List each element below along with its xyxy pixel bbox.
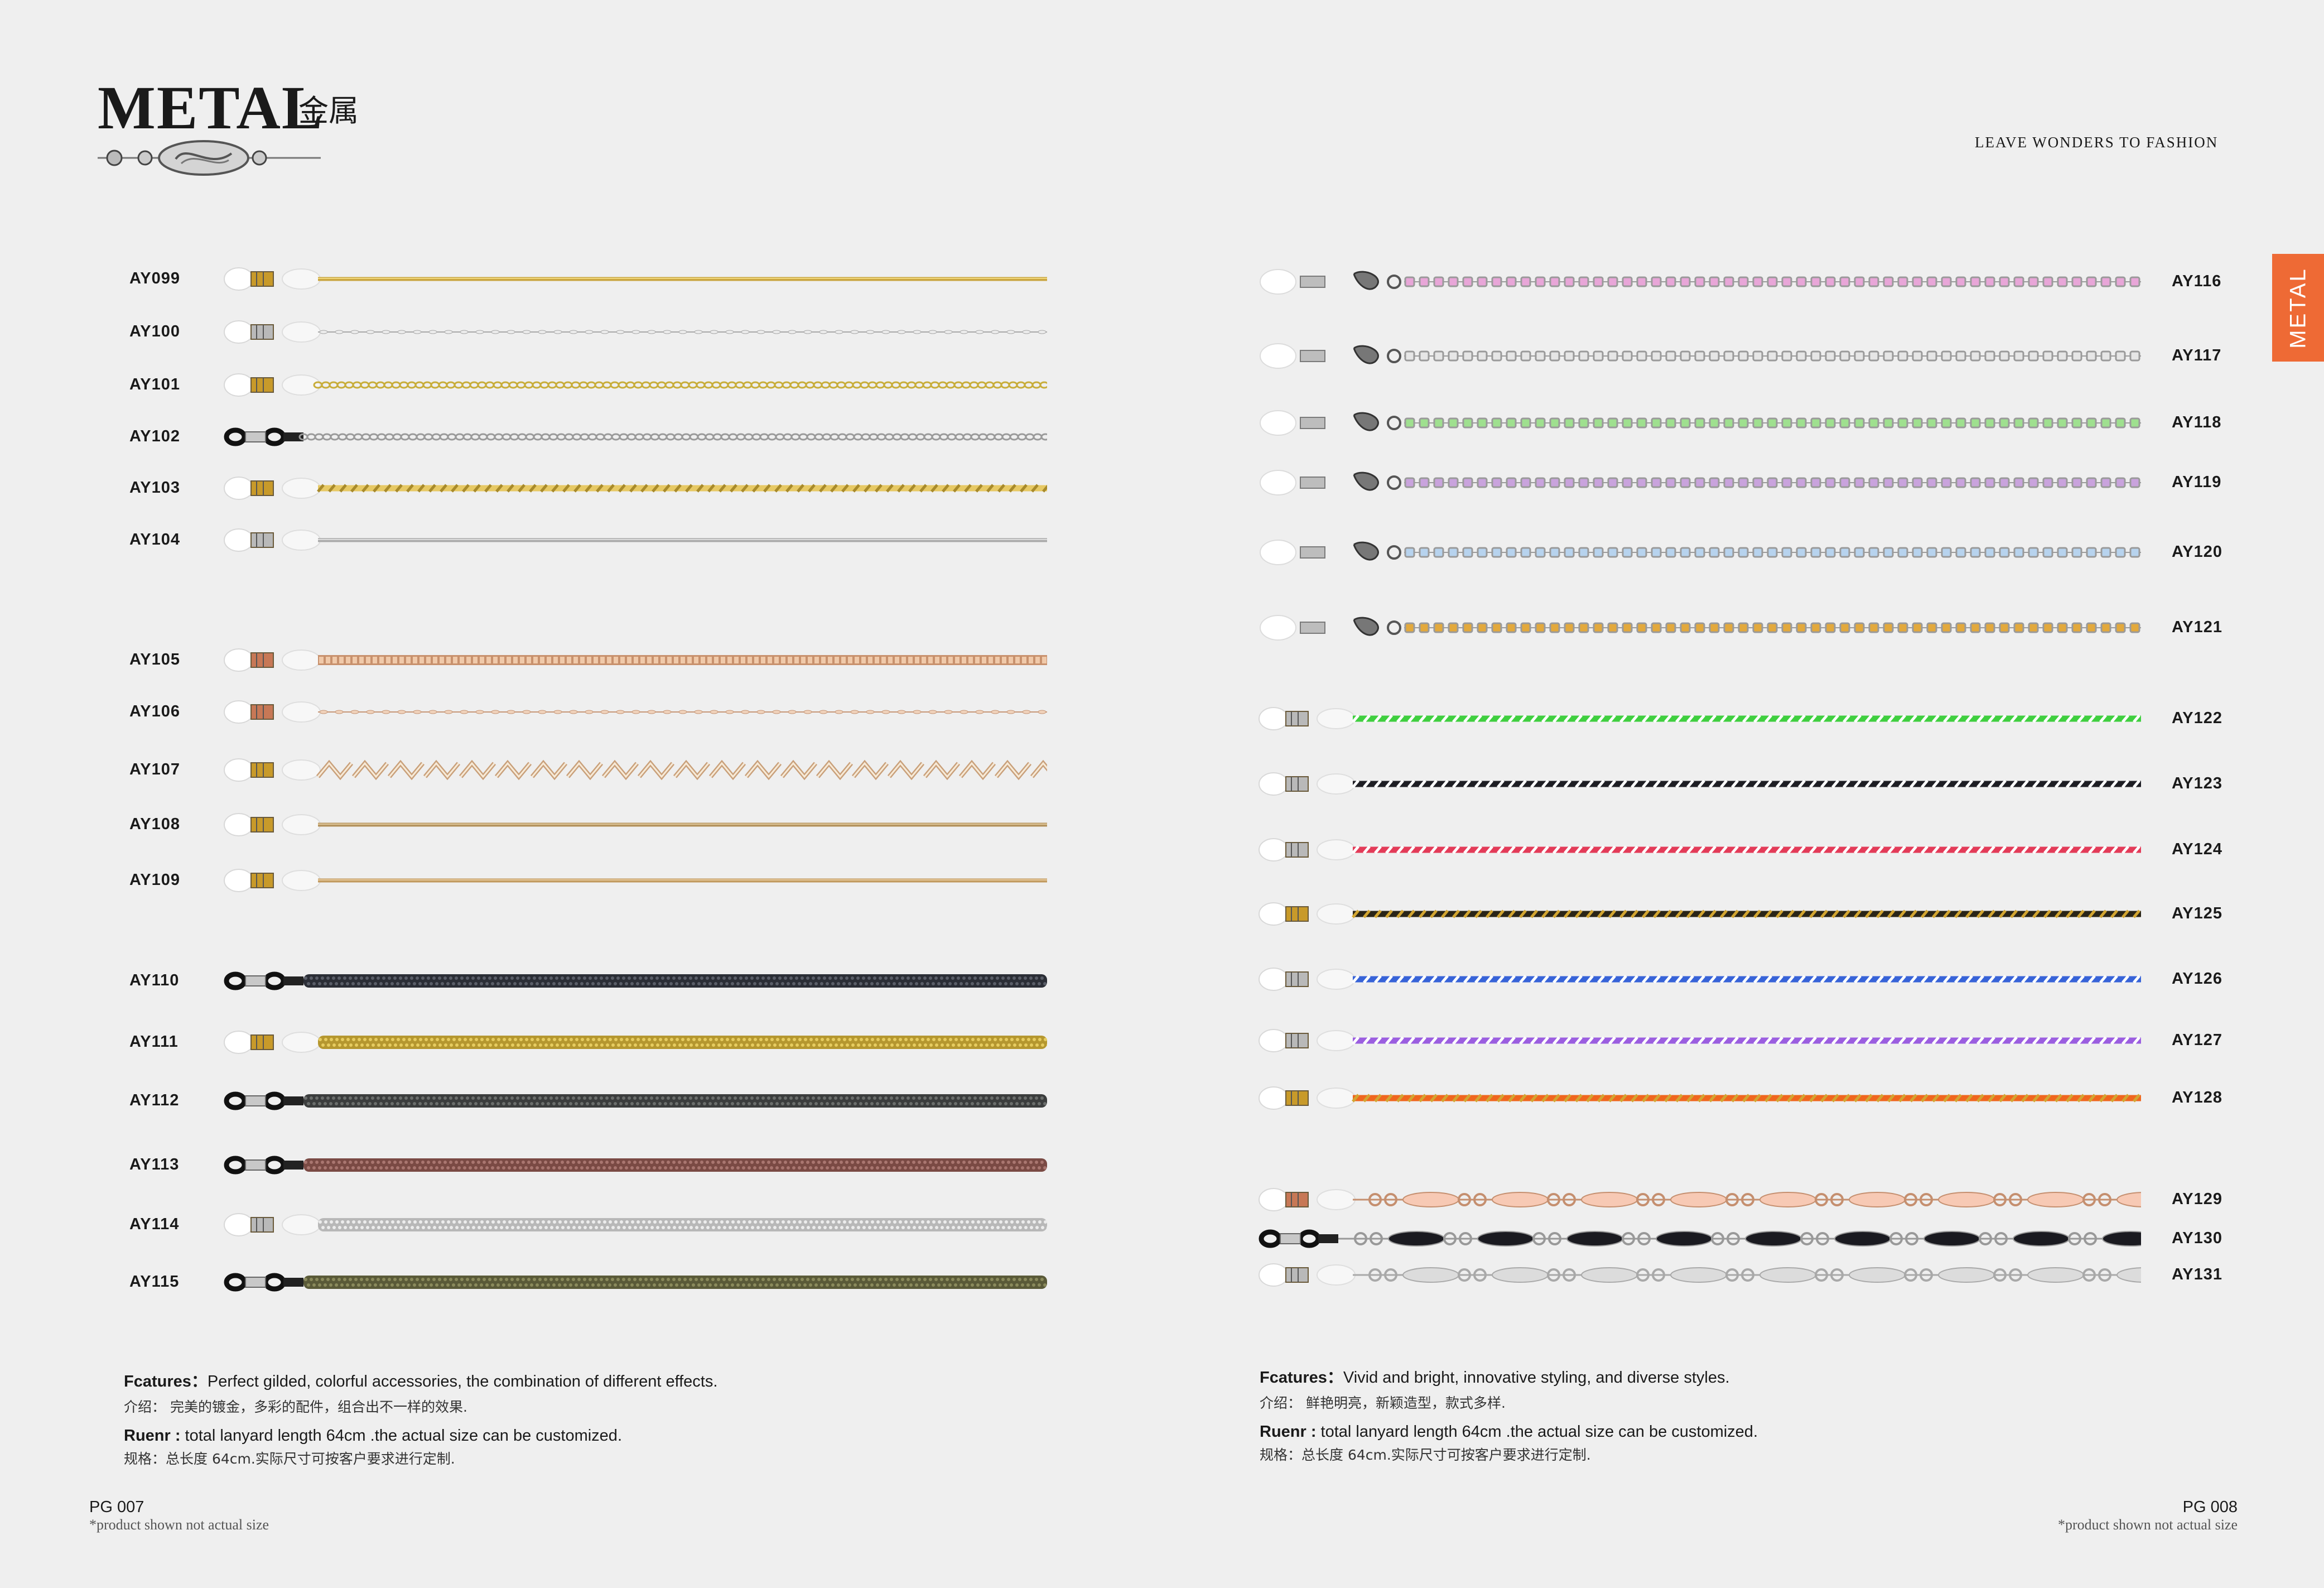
product-code: AY131 bbox=[2172, 1265, 2223, 1283]
lanyard-image bbox=[1259, 1188, 2141, 1211]
lanyard-image bbox=[224, 813, 1047, 836]
left-spec-label: Ruenr : bbox=[124, 1427, 181, 1445]
product-code: AY106 bbox=[129, 702, 181, 720]
lanyard-image bbox=[224, 427, 1047, 446]
product-code: AY108 bbox=[129, 815, 181, 833]
right-features: Fcatures：Vivid and bright, innovative st… bbox=[1260, 1364, 1730, 1388]
product-code: AY107 bbox=[129, 761, 181, 778]
lanyard-image bbox=[1260, 470, 2141, 495]
right-features-text: Vivid and bright, innovative styling, an… bbox=[1343, 1369, 1730, 1387]
lanyard-image bbox=[224, 1031, 1047, 1054]
product-code: AY117 bbox=[2172, 347, 2222, 364]
lanyard-image bbox=[1259, 902, 2141, 926]
lanyard-image bbox=[1259, 1086, 2141, 1110]
left-note: *product shown not actual size bbox=[89, 1517, 269, 1533]
left-page-number: PG 007 bbox=[89, 1498, 144, 1516]
side-tab-label: METAL bbox=[2286, 267, 2310, 349]
lanyard-image bbox=[1260, 343, 2141, 369]
product-code: AY118 bbox=[2172, 413, 2222, 431]
ornament-clasp-icon bbox=[98, 140, 321, 176]
lanyard-image bbox=[224, 267, 1047, 291]
lanyard-image bbox=[224, 648, 1047, 672]
product-code: AY116 bbox=[2172, 272, 2222, 290]
right-spec-cn: 规格：总长度 64cm.实际尺寸可按客户要求进行定制. bbox=[1260, 1447, 1591, 1463]
lanyard-image bbox=[1260, 615, 2141, 641]
lanyard-image bbox=[1259, 772, 2141, 796]
lanyard-image bbox=[1260, 410, 2141, 436]
lanyard-image bbox=[224, 700, 1047, 724]
left-features-label: Fcatures： bbox=[124, 1373, 208, 1390]
side-tab-metal[interactable]: METAL bbox=[2272, 254, 2324, 362]
right-spec-text: total lanyard length 64cm .the actual si… bbox=[1316, 1423, 1758, 1441]
product-code: AY104 bbox=[129, 531, 181, 548]
right-features-cn: 介绍： 鲜艳明亮，新颖造型，款式多样. bbox=[1260, 1395, 1506, 1411]
product-code: AY102 bbox=[129, 427, 181, 445]
lanyard-image bbox=[224, 320, 1047, 344]
product-code: AY099 bbox=[129, 270, 181, 287]
product-code: AY100 bbox=[129, 323, 181, 340]
lanyard-image bbox=[1259, 968, 2141, 991]
lanyard-image bbox=[1259, 838, 2141, 862]
lanyard-image bbox=[224, 971, 1047, 990]
right-features-label: Fcatures： bbox=[1260, 1369, 1343, 1387]
product-code: AY112 bbox=[129, 1091, 180, 1109]
product-code: AY120 bbox=[2172, 543, 2223, 561]
left-spec-cn: 规格：总长度 64cm.实际尺寸可按客户要求进行定制. bbox=[124, 1451, 455, 1467]
lanyard-image bbox=[224, 528, 1047, 552]
product-code: AY119 bbox=[2172, 473, 2222, 491]
product-code: AY126 bbox=[2172, 970, 2223, 988]
lanyard-image bbox=[224, 477, 1047, 500]
product-code: AY110 bbox=[129, 971, 180, 989]
left-spec-text: total lanyard length 64cm .the actual si… bbox=[180, 1427, 622, 1445]
product-code: AY114 bbox=[129, 1215, 180, 1233]
product-code: AY103 bbox=[129, 479, 181, 497]
lanyard-image bbox=[1260, 540, 2141, 565]
left-spec: Ruenr : total lanyard length 64cm .the a… bbox=[124, 1427, 622, 1445]
lanyard-image bbox=[224, 758, 1047, 782]
brand-title: METAL bbox=[98, 74, 324, 142]
right-note: *product shown not actual size bbox=[2057, 1517, 2238, 1533]
product-code: AY105 bbox=[129, 651, 181, 668]
lanyard-image bbox=[1260, 269, 2141, 295]
lanyard-image bbox=[224, 1156, 1047, 1175]
product-code: AY113 bbox=[129, 1156, 180, 1173]
product-code: AY101 bbox=[129, 376, 181, 393]
product-code: AY129 bbox=[2172, 1190, 2223, 1208]
left-features-text: Perfect gilded, colorful accessories, th… bbox=[207, 1373, 718, 1390]
lanyard-image bbox=[224, 1273, 1047, 1292]
product-code: AY130 bbox=[2172, 1229, 2223, 1247]
lanyard-image bbox=[1259, 1229, 2141, 1248]
lanyard-image bbox=[224, 869, 1047, 892]
lanyard-image bbox=[224, 1213, 1047, 1236]
lanyard-image bbox=[224, 373, 1047, 397]
product-code: AY122 bbox=[2172, 709, 2223, 727]
tagline: LEAVE WONDERS TO FASHION bbox=[1975, 134, 2219, 151]
product-code: AY124 bbox=[2172, 840, 2223, 858]
lanyard-image bbox=[1259, 1029, 2141, 1052]
right-spec-label: Ruenr : bbox=[1260, 1423, 1317, 1441]
lanyard-image bbox=[1259, 707, 2141, 730]
lanyard-image bbox=[1259, 1263, 2141, 1287]
product-code: AY123 bbox=[2172, 774, 2223, 792]
right-spec: Ruenr : total lanyard length 64cm .the a… bbox=[1260, 1423, 1758, 1441]
left-features-cn: 介绍： 完美的镀金，多彩的配件，组合出不一样的效果. bbox=[124, 1399, 467, 1415]
lanyard-image bbox=[224, 1091, 1047, 1110]
brand-title-cn: 金属 bbox=[298, 93, 359, 128]
product-code: AY127 bbox=[2172, 1031, 2223, 1049]
product-code: AY115 bbox=[129, 1273, 180, 1291]
product-code: AY111 bbox=[129, 1033, 179, 1051]
right-page-number: PG 008 bbox=[2182, 1498, 2238, 1516]
product-code: AY121 bbox=[2172, 618, 2223, 636]
left-features: Fcatures：Perfect gilded, colorful access… bbox=[124, 1368, 717, 1392]
product-code: AY109 bbox=[129, 871, 181, 889]
product-code: AY125 bbox=[2172, 904, 2223, 922]
product-code: AY128 bbox=[2172, 1089, 2223, 1106]
